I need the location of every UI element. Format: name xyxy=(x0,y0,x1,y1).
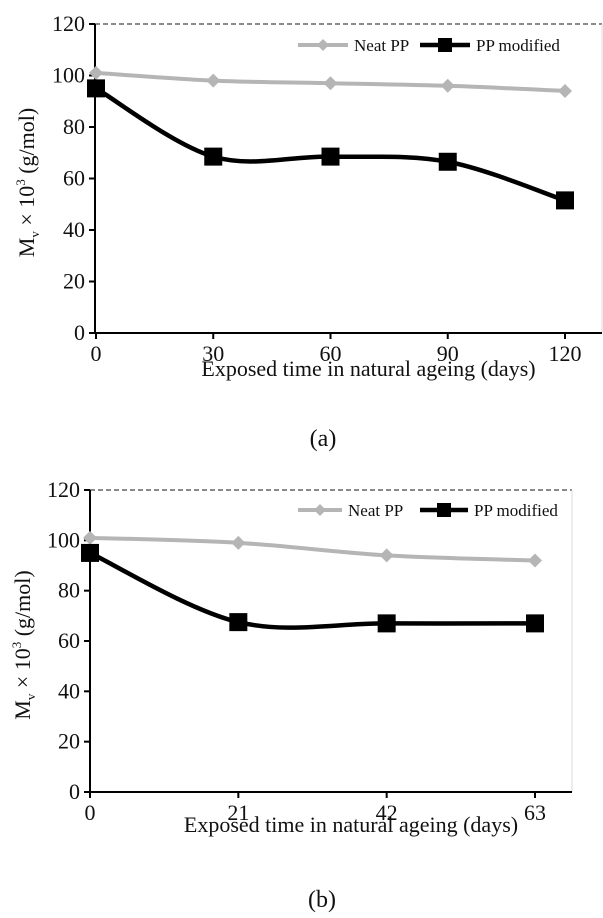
x-tick-label: 21 xyxy=(227,800,249,825)
y-axis-title-subscript: v xyxy=(23,693,38,700)
data-point-neat-pp xyxy=(206,73,221,88)
y-axis-title: Mv × 103 (g/mol) xyxy=(9,570,38,719)
y-tick-label: 60 xyxy=(58,628,80,653)
data-point-pp-modified xyxy=(526,614,544,633)
y-tick-label: 120 xyxy=(47,477,80,502)
data-point-pp-modified xyxy=(81,543,99,562)
data-point-pp-modified xyxy=(321,147,340,166)
y-axis-title-superscript: 3 xyxy=(9,642,24,649)
x-tick-label: 60 xyxy=(320,341,342,366)
y-tick-label: 120 xyxy=(52,11,85,36)
y-tick-label: 20 xyxy=(58,729,80,754)
x-tick-label: 90 xyxy=(437,341,459,366)
y-axis-title-multiplier: × 10 xyxy=(10,648,35,693)
x-axis-title: Exposed time in natural ageing (days) xyxy=(184,812,518,837)
panel-label: (b) xyxy=(308,887,336,913)
x-axis-title: Exposed time in natural ageing (days) xyxy=(201,356,535,381)
y-axis-title-unit: (g/mol) xyxy=(10,570,35,642)
data-point-neat-pp xyxy=(83,530,97,545)
y-axis-title-symbol: M xyxy=(10,700,35,720)
y-axis-title-multiplier: × 10 xyxy=(14,186,39,231)
y-tick-label: 0 xyxy=(74,320,85,345)
data-point-pp-modified xyxy=(438,152,457,171)
data-point-neat-pp xyxy=(231,535,246,550)
legend-label-pp-modified: PP modified xyxy=(476,36,560,55)
data-point-neat-pp xyxy=(440,78,455,93)
chart-panel-a: 0 20 40 60 80 100 120 0 30 60 90 120 Exposed time in… xyxy=(13,11,603,452)
x-tick-label: 30 xyxy=(202,341,224,366)
y-tick-label: 0 xyxy=(69,779,80,804)
data-point-pp-modified xyxy=(87,79,105,98)
data-point-neat-pp xyxy=(528,553,542,568)
y-tick-label: 80 xyxy=(63,114,85,139)
data-point-neat-pp xyxy=(89,65,103,80)
data-point-pp-modified xyxy=(204,147,223,166)
x-tick-label: 120 xyxy=(549,341,582,366)
series-line-neat-pp xyxy=(89,535,536,563)
y-tick-label: 40 xyxy=(58,678,80,703)
y-tick-label: 80 xyxy=(58,578,80,603)
y-axis-title-subscript: v xyxy=(27,231,42,238)
legend-marker-pp-modified xyxy=(437,503,451,517)
legend-marker-neat-pp xyxy=(314,504,326,516)
data-point-neat-pp xyxy=(558,83,572,98)
data-point-neat-pp xyxy=(323,76,338,91)
x-tick-label: 0 xyxy=(91,341,102,366)
data-point-neat-pp xyxy=(379,548,394,563)
data-point-pp-modified xyxy=(556,191,574,210)
y-tick-label: 100 xyxy=(47,527,80,552)
series-line-pp-modified xyxy=(89,550,536,630)
panel-label: (a) xyxy=(310,426,337,452)
y-tick-label: 100 xyxy=(52,63,85,88)
y-axis-title: Mv × 103 (g/mol) xyxy=(13,108,42,257)
legend-marker-pp-modified xyxy=(438,38,452,52)
y-axis-title-superscript: 3 xyxy=(13,179,28,186)
x-tick-label: 0 xyxy=(85,800,96,825)
legend-label-pp-modified: PP modified xyxy=(474,501,558,520)
data-point-pp-modified xyxy=(377,614,396,633)
y-tick-label: 40 xyxy=(63,217,85,242)
data-point-pp-modified xyxy=(229,613,248,632)
legend-label-neat-pp: Neat PP xyxy=(354,36,409,55)
legend-marker-neat-pp xyxy=(317,39,329,51)
y-tick-label: 20 xyxy=(63,269,85,294)
y-tick-label: 60 xyxy=(63,166,85,191)
y-axis-title-symbol: M xyxy=(14,238,39,258)
x-tick-label: 42 xyxy=(376,800,398,825)
y-axis-title-unit: (g/mol) xyxy=(14,108,39,180)
series-line-pp-modified xyxy=(94,86,566,203)
x-tick-label: 63 xyxy=(524,800,546,825)
legend-label-neat-pp: Neat PP xyxy=(348,501,403,520)
